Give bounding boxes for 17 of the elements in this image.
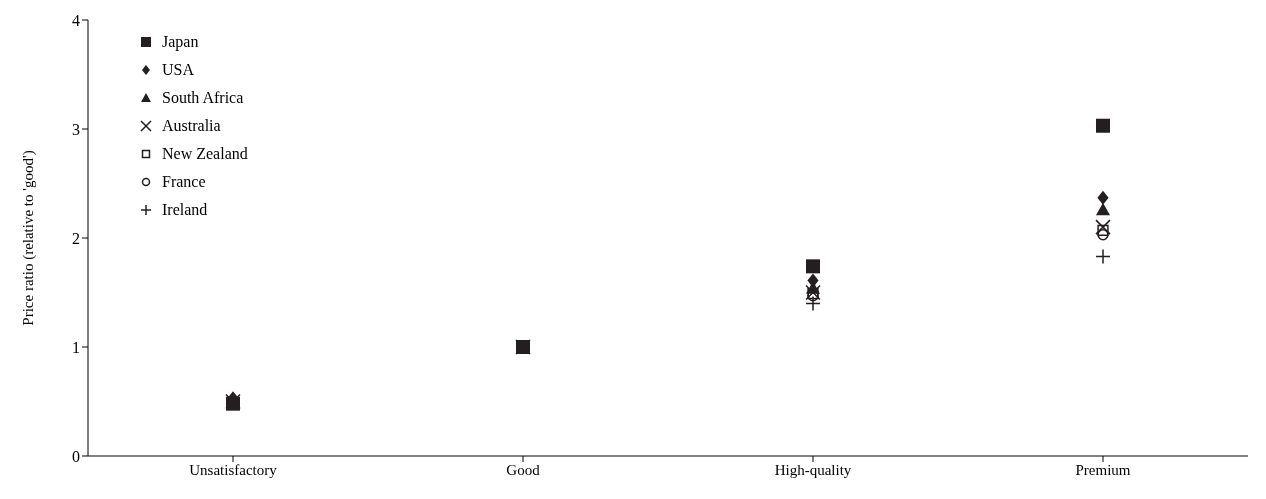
legend-label: USA — [162, 61, 195, 79]
y-tick-label: 3 — [72, 120, 80, 138]
y-tick-label: 2 — [72, 229, 80, 247]
x-tick-label: Good — [506, 461, 541, 478]
legend-label: Ireland — [162, 201, 208, 219]
y-axis-title: Price ratio (relative to 'good') — [20, 150, 38, 326]
legend-label: New Zealand — [162, 145, 248, 163]
y-tick-label: 4 — [72, 11, 80, 29]
x-tick-label: High-quality — [774, 461, 852, 478]
legend-label: France — [162, 173, 206, 191]
x-tick-label: Unsatisfactory — [189, 461, 278, 478]
y-tick-label: 1 — [72, 338, 80, 356]
legend-label: South Africa — [162, 89, 244, 107]
x-tick-label: Premium — [1075, 461, 1131, 478]
y-tick-label: 0 — [72, 447, 80, 465]
legend-label: Australia — [162, 117, 221, 135]
legend-label: Japan — [162, 33, 199, 51]
